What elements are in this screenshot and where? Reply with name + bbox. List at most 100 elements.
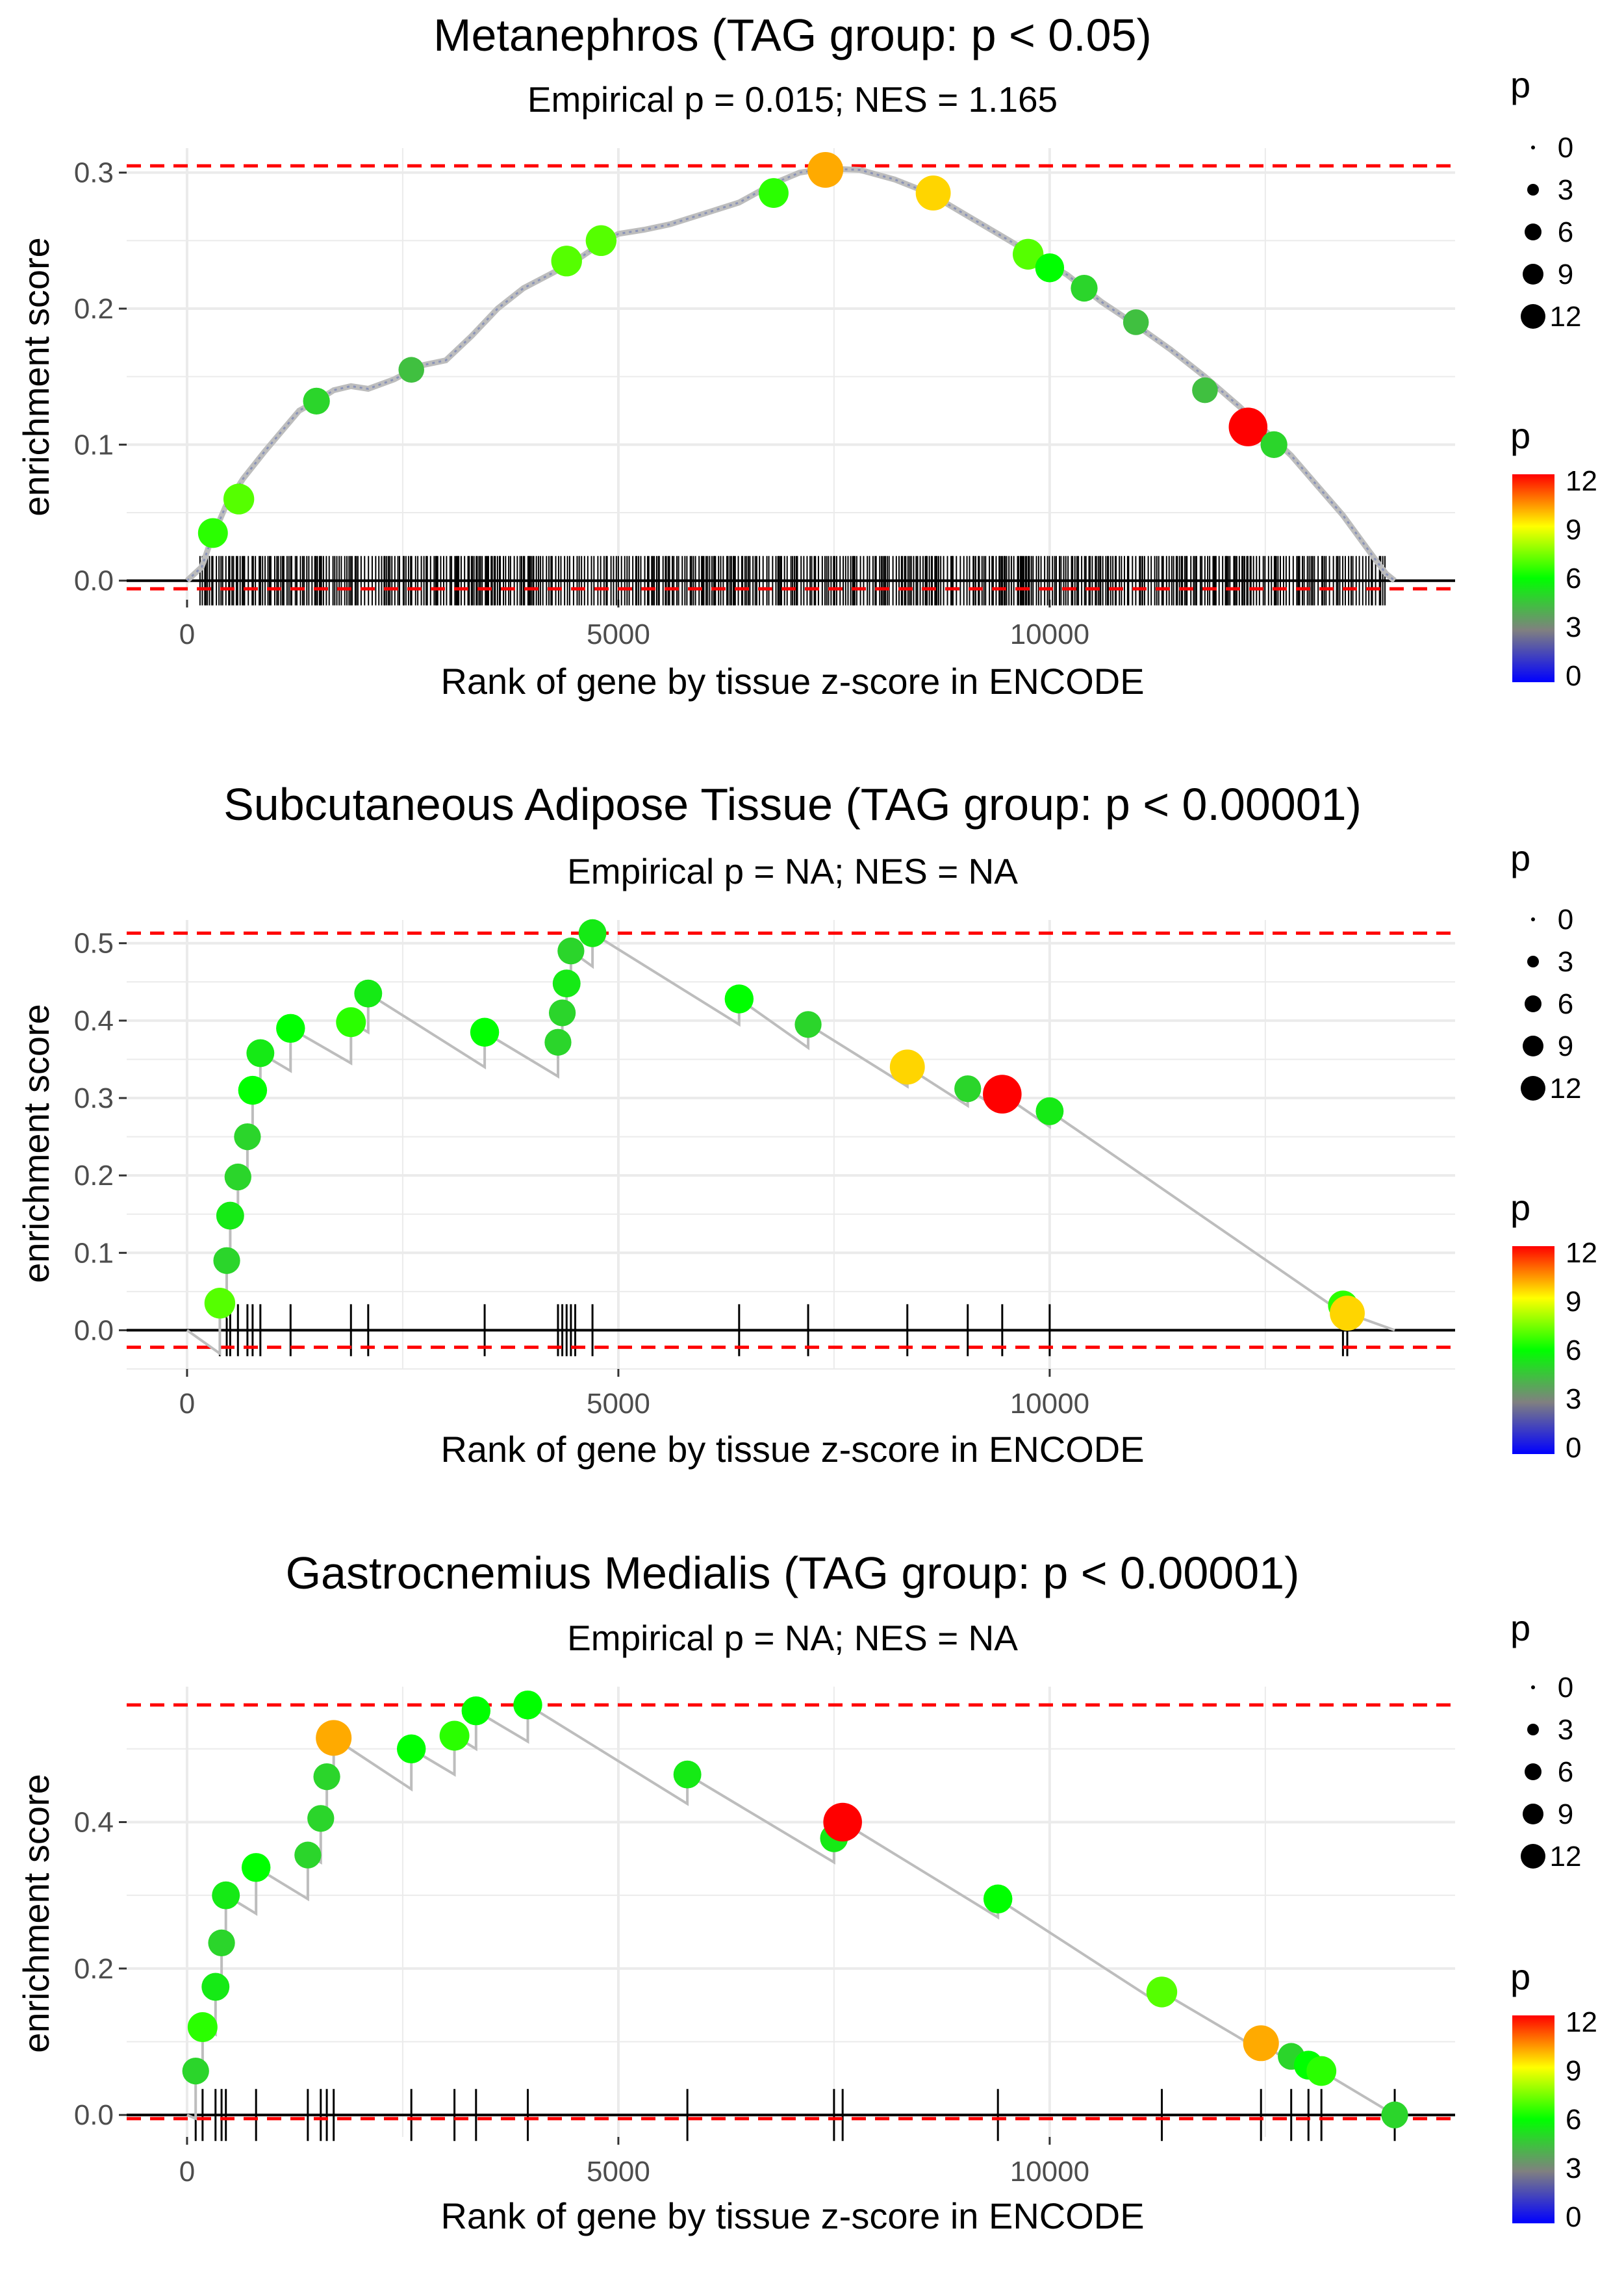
size-legend-label: 6 [1558, 988, 1573, 1020]
enrichment-curve [186, 1702, 1396, 2121]
color-legend-label: 9 [1566, 514, 1581, 546]
data-point [303, 387, 330, 415]
colorbar [1512, 474, 1554, 682]
data-point [316, 1720, 352, 1756]
color-legend-label: 9 [1566, 2055, 1581, 2087]
color-legend-label: 6 [1566, 2104, 1581, 2136]
data-point [724, 984, 754, 1014]
y-tick-label: 0.3 [74, 1082, 114, 1114]
size-legend-label: 12 [1550, 301, 1582, 333]
enrichment-curve-texture [186, 167, 1395, 581]
data-point [307, 1805, 335, 1832]
size-legend-dot [1521, 1844, 1545, 1869]
panel-title: Gastrocnemius Medialis (TAG group: p < 0… [286, 1548, 1300, 1598]
size-legend: p 0 3 6 9 12 [1510, 1607, 1581, 1872]
data-point [557, 938, 585, 965]
y-tick-label: 0.2 [74, 1953, 114, 1985]
plot-area [119, 919, 1455, 1377]
data-point [758, 178, 789, 209]
data-point [439, 1720, 470, 1751]
y-axis-label: enrichment score [16, 1774, 57, 2053]
y-tick-labels: 0.0 0.1 0.2 0.3 0.4 0.5 [74, 928, 114, 1347]
data-point [1381, 2101, 1408, 2128]
size-legend-label: 6 [1558, 1756, 1573, 1788]
y-tick-label: 0.5 [74, 928, 114, 960]
x-tick-label: 0 [179, 1388, 195, 1420]
y-tick-label: 0.3 [74, 157, 114, 189]
data-point [223, 483, 255, 515]
x-tick-label: 10000 [1010, 2156, 1089, 2188]
data-point [1192, 377, 1218, 403]
color-legend-label: 6 [1566, 1335, 1581, 1366]
color-legend-label: 3 [1566, 1383, 1581, 1415]
data-point [224, 1163, 251, 1191]
x-tick-labels: 0 5000 10000 [179, 619, 1089, 650]
data-point [234, 1123, 261, 1151]
enrichment-curve [184, 165, 1397, 583]
size-legend-label: 12 [1550, 1841, 1582, 1872]
size-legend: p 0 3 6 9 12 [1510, 64, 1581, 333]
panel-title: Metanephros (TAG group: p < 0.05) [433, 10, 1152, 60]
data-point [1071, 274, 1098, 302]
y-tick-label: 0.0 [74, 2099, 114, 2131]
color-legend-label: 12 [1566, 1237, 1597, 1269]
data-point [276, 1014, 305, 1043]
size-legend-label: 6 [1558, 216, 1573, 248]
data-point [552, 969, 581, 998]
data-point [794, 1011, 822, 1038]
panel-3: Gastrocnemius Medialis (TAG group: p < 0… [16, 1548, 1597, 2236]
panel-subtitle: Empirical p = NA; NES = NA [567, 851, 1018, 891]
size-legend-label: 3 [1558, 174, 1573, 206]
data-point [1260, 431, 1288, 458]
data-point [578, 919, 607, 947]
data-point [241, 1853, 271, 1882]
x-tick-label: 0 [179, 619, 195, 650]
data-point [915, 175, 951, 211]
size-legend-title: p [1510, 1607, 1530, 1648]
color-legend: p 12 9 6 3 0 [1510, 1187, 1597, 1464]
data-point [1330, 1296, 1365, 1331]
data-point [213, 1247, 240, 1274]
size-legend-label: 9 [1558, 1030, 1573, 1062]
panel-subtitle: Empirical p = NA; NES = NA [567, 1618, 1018, 1658]
data-point [585, 225, 617, 257]
data-point [208, 1929, 235, 1957]
data-point [983, 1884, 1013, 1914]
color-legend-label: 3 [1566, 2153, 1581, 2184]
size-legend-dot [1523, 1036, 1543, 1056]
color-legend: p 12 9 6 3 0 [1510, 415, 1597, 692]
size-legend-dot [1531, 917, 1535, 921]
data-point [548, 999, 576, 1027]
data-point [551, 246, 582, 277]
size-legend-label: 12 [1550, 1073, 1582, 1105]
color-legend-title: p [1510, 1956, 1530, 1997]
color-legend-title: p [1510, 415, 1530, 456]
data-point [201, 1973, 230, 2001]
data-point [673, 1760, 702, 1789]
color-legend: p 12 9 6 3 0 [1510, 1956, 1597, 2233]
y-tick-label: 0.2 [74, 293, 114, 325]
x-tick-label: 0 [179, 2156, 195, 2188]
color-legend-label: 12 [1566, 465, 1597, 497]
color-legend-label: 6 [1566, 563, 1581, 594]
data-points [204, 919, 1365, 1331]
color-legend-label: 9 [1566, 1286, 1581, 1318]
data-points [197, 151, 1288, 548]
size-legend-dot [1525, 995, 1542, 1012]
x-tick-label: 5000 [587, 1388, 650, 1420]
y-axis-label: enrichment score [16, 237, 57, 517]
data-point [461, 1696, 491, 1726]
y-tick-label: 0.0 [74, 1314, 114, 1346]
size-legend-dot [1525, 1763, 1542, 1780]
x-tick-labels: 0 5000 10000 [179, 2156, 1089, 2188]
data-point [238, 1075, 268, 1105]
data-point [246, 1039, 275, 1067]
panel-1: Metanephros (TAG group: p < 0.05) Empiri… [16, 10, 1597, 702]
data-point [398, 357, 424, 383]
size-legend-dot [1527, 1724, 1539, 1735]
data-point [544, 1028, 572, 1056]
data-point [197, 518, 228, 548]
data-point [313, 1763, 340, 1791]
data-point [336, 1007, 366, 1038]
